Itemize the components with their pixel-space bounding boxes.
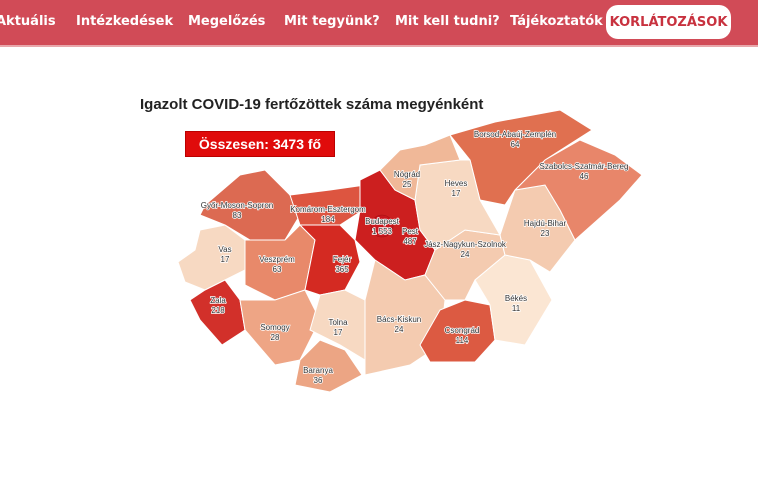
county-somogy: [239, 289, 321, 366]
county-name-label: Zala: [210, 296, 226, 305]
top-nav: Aktuális Intézkedések Megelőzés Mit tegy…: [0, 0, 758, 47]
county-name-label: Jász-Nagykun-Szolnok: [424, 240, 507, 249]
county-value-label: 28: [271, 333, 280, 342]
county-value-label: 17: [452, 189, 461, 198]
county-value-label: 83: [233, 211, 242, 220]
county-name-label: Veszprém: [259, 255, 295, 264]
county-name-label: Vas: [218, 245, 231, 254]
county-value-label: 17: [334, 328, 343, 337]
county-value-label: 46: [580, 172, 589, 181]
county-szabolcs-szatmar-bereg: [513, 139, 643, 241]
county-value-label: 17: [221, 255, 230, 264]
county-value-label: 114: [456, 336, 469, 345]
county-value-label: 24: [395, 325, 404, 334]
county-name-label: Pest: [402, 227, 419, 236]
county-csongrad: [419, 299, 496, 363]
county-value-label: 64: [511, 140, 520, 149]
nav-megelozes[interactable]: Megelőzés: [188, 14, 266, 29]
county-value-label: 36: [314, 376, 323, 385]
county-name-label: Budapest: [365, 217, 400, 226]
county-value-label: 24: [461, 250, 470, 259]
county-nograd: [379, 134, 461, 201]
county-value-label: 184: [321, 215, 335, 224]
county-value-label: 63: [273, 265, 282, 274]
county-fejer: [298, 224, 361, 296]
county-name-label: Fejér: [333, 255, 352, 264]
county-zala: [189, 279, 246, 346]
nav-mit-tegyunk[interactable]: Mit tegyünk?: [284, 14, 380, 29]
county-value-label: 365: [335, 265, 349, 274]
county-value-label: 487: [403, 237, 417, 246]
county-heves: [414, 159, 501, 251]
county-name-label: Győr-Moson-Sopron: [201, 201, 273, 210]
county-name-label: Bács-Kiskun: [377, 315, 421, 324]
nav-mit-kell-tudni[interactable]: Mit kell tudni?: [395, 14, 500, 29]
county-value-label: 218: [211, 306, 225, 315]
county-value-label: 1 553: [372, 227, 393, 236]
county-gyor-moson-sopron: [199, 169, 301, 241]
county-name-label: Nógrád: [394, 170, 420, 179]
county-name-label: Somogy: [260, 323, 289, 332]
nav-tajekoztatok[interactable]: Tájékoztatók: [510, 14, 603, 29]
county-name-label: Szabolcs-Szatmár-Bereg: [540, 162, 629, 171]
county-name-label: Borsod-Abaúj-Zemplén: [474, 130, 556, 139]
county-budapest: [370, 214, 394, 238]
county-name-label: Komárom-Esztergom: [290, 205, 366, 214]
county-name-label: Békés: [505, 294, 527, 303]
total-badge: Összesen: 3473 fő: [185, 131, 335, 157]
county-value-label: 23: [541, 229, 550, 238]
county-baranya: [294, 339, 363, 393]
nav-korlatozasok-button[interactable]: KORLÁTOZÁSOK: [606, 5, 731, 39]
county-name-label: Hajdú-Bihar: [524, 219, 567, 228]
county-vas: [177, 224, 246, 291]
nav-intezkedesek[interactable]: Intézkedések: [76, 14, 174, 29]
county-value-label: 11: [512, 304, 521, 313]
county-name-label: Csongrád: [445, 326, 480, 335]
nav-aktualis[interactable]: Aktuális: [0, 14, 56, 29]
county-value-label: 25: [403, 180, 412, 189]
map-title: Igazolt COVID-19 fertőzöttek száma megyé…: [140, 96, 484, 113]
county-name-label: Heves: [445, 179, 468, 188]
county-name-label: Tolna: [328, 318, 348, 327]
county-name-label: Baranya: [303, 366, 333, 375]
